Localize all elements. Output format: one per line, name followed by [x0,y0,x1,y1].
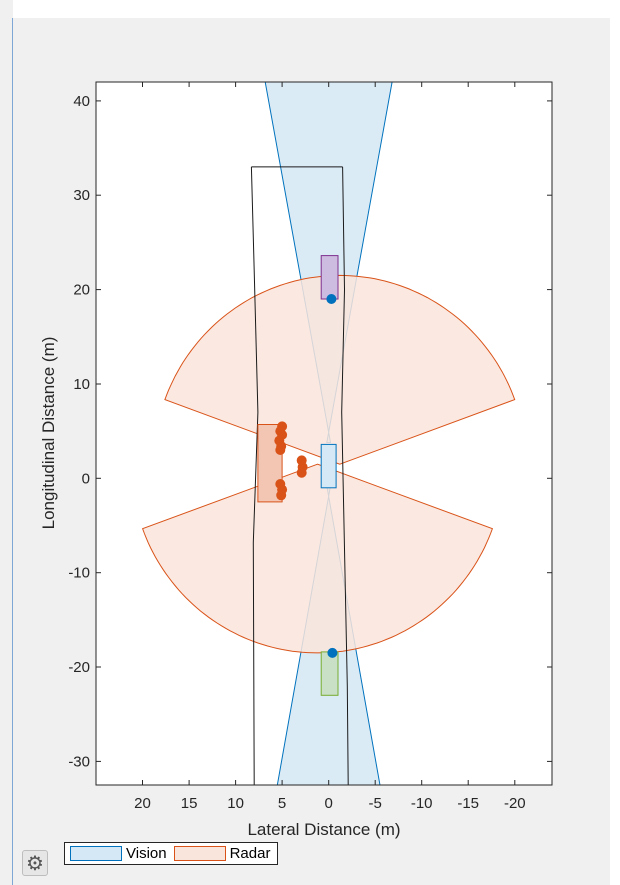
x-tick-label: 15 [181,795,198,812]
vision-detection-0 [326,294,337,304]
legend-swatch-radar [173,846,226,861]
x-tick-label: -5 [369,795,382,812]
y-tick-label: -30 [68,753,90,770]
window-top-strip [13,0,620,18]
window-right-strip [610,18,620,885]
x-tick-label: 0 [325,795,333,812]
y-axis-title: Longitudinal Distance (m) [39,337,58,530]
y-tick-label: 40 [73,93,90,110]
radar-detection-11 [276,490,287,501]
legend-swatch-vision [70,846,122,861]
x-tick-label: -20 [504,795,526,812]
x-tick-label: -10 [411,795,433,812]
x-tick-label: 10 [227,795,244,812]
lane-line-0 [250,166,259,785]
ticks-layer: 20 15 10 5 0 -5 -10 -15 -20 40 30 20 10 0 -10 -20 -30 [68,82,552,812]
legend-item-radar: Radar [173,845,271,862]
y-tick-label: 30 [73,187,90,204]
vehicle-lead [320,255,339,300]
panel-left-border [12,18,13,885]
legend-label-radar: Radar [229,845,271,862]
axes-box [95,81,553,786]
radar-detection-5 [275,445,286,455]
x-tick-label: 20 [134,795,151,812]
legend-item-vision: Vision [70,845,167,862]
legend: Vision Radar [64,842,278,865]
lane-line-1 [341,166,349,785]
vehicle-ego [320,443,337,489]
y-tick-label: 10 [73,376,90,393]
x-axis-title: Lateral Distance (m) [247,820,400,839]
x-tick-label: 5 [278,795,286,812]
radar-detection-8 [296,467,307,478]
y-tick-label: 20 [73,282,90,299]
data-layer [141,82,516,785]
gear-icon[interactable]: ⚙ [22,850,48,876]
radar-coverage-0 [141,463,494,654]
vehicle-rear [320,651,339,696]
radar-coverage-1 [164,274,516,465]
y-tick-label: -20 [68,659,90,676]
y-tick-label: 0 [82,470,90,487]
legend-label-vision: Vision [126,845,167,862]
vision-detection-1 [327,647,338,658]
y-tick-label: -10 [68,565,90,582]
x-tick-label: -15 [457,795,479,812]
